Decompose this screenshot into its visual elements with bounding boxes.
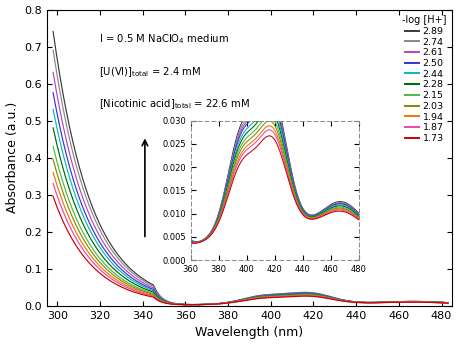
Legend: 2.89, 2.74, 2.61, 2.50, 2.44, 2.28, 2.15, 2.03, 1.94, 1.87, 1.73: 2.89, 2.74, 2.61, 2.50, 2.44, 2.28, 2.15… [398,11,450,147]
Text: [Nicotinic acid]$_\mathrm{total}$ = 22.6 mM: [Nicotinic acid]$_\mathrm{total}$ = 22.6… [100,98,251,111]
Y-axis label: Absorbance (a.u.): Absorbance (a.u.) [6,102,18,214]
X-axis label: Wavelength (nm): Wavelength (nm) [196,326,303,339]
Text: I = 0.5 M NaClO$_4$ medium: I = 0.5 M NaClO$_4$ medium [100,32,230,46]
Text: [U(VI)]$_\mathrm{total}$ = 2.4 mM: [U(VI)]$_\mathrm{total}$ = 2.4 mM [100,65,202,79]
